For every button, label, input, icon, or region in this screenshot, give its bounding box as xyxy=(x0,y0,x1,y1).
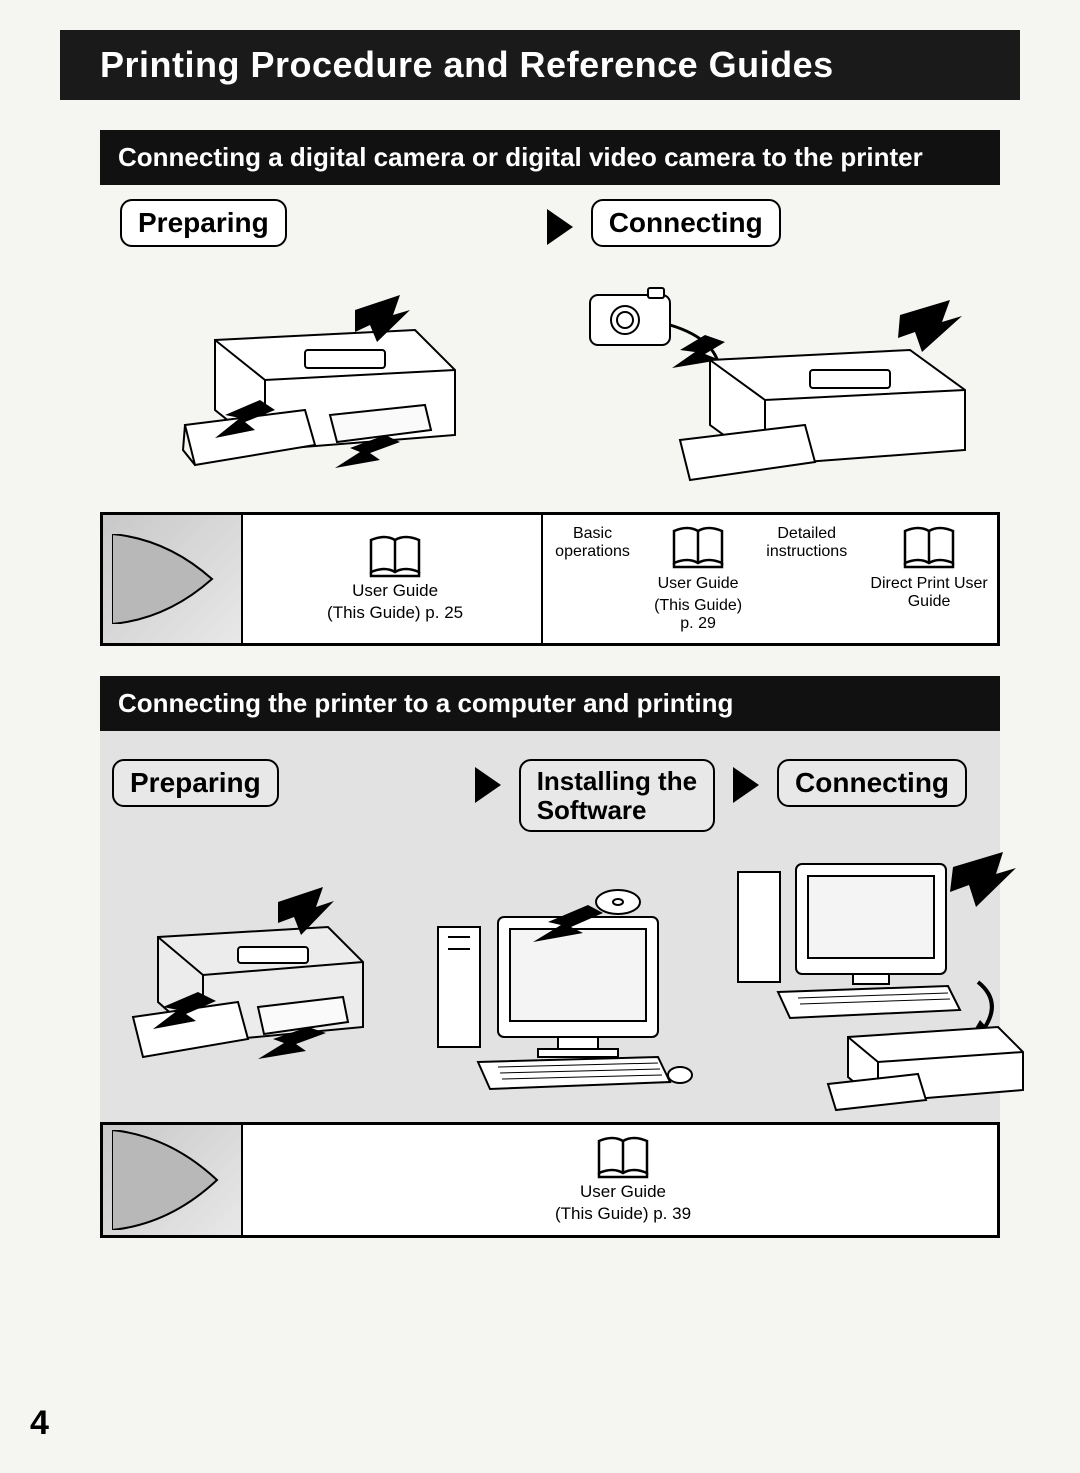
section1-steps-row: Preparing Connecting xyxy=(100,199,1000,247)
illus2-printer-prepare xyxy=(108,852,388,1112)
section1-header: Connecting a digital camera or digital v… xyxy=(100,130,1000,185)
guide-basic: Basic operations xyxy=(555,525,630,561)
step2-connecting-label: Connecting xyxy=(777,759,967,807)
section2-steps-row: Preparing Installing the Software Connec… xyxy=(100,745,1000,832)
swoosh-icon xyxy=(112,534,232,624)
installing-line2: Software xyxy=(537,796,697,825)
section2-header: Connecting the printer to a computer and… xyxy=(100,676,1000,731)
ref-cell-section2: User Guide (This Guide) p. 39 xyxy=(249,1125,997,1235)
swoosh-icon xyxy=(112,1130,232,1230)
ref1-line1: User Guide xyxy=(352,580,438,602)
arrow-icon xyxy=(547,209,573,245)
basic-ops-label: Basic operations xyxy=(555,525,630,561)
section-camera: Connecting a digital camera or digital v… xyxy=(100,130,1000,646)
book-icon xyxy=(367,534,423,580)
section2-illustrations xyxy=(100,852,1000,1112)
ref-guides-label-cell-2 xyxy=(103,1125,243,1235)
detailed-instr-label: Detailed instructions xyxy=(766,525,847,561)
guide-detail: Detailed instructions xyxy=(766,525,847,561)
main-title-text: Printing Procedure and Reference Guides xyxy=(100,44,834,85)
step2-installing-label: Installing the Software xyxy=(519,759,715,832)
ref-cell-preparing: User Guide (This Guide) p. 25 xyxy=(249,515,543,643)
step2-preparing-label: Preparing xyxy=(112,759,279,807)
section-computer: Connecting the printer to a computer and… xyxy=(100,676,1000,1238)
book-icon xyxy=(901,525,957,571)
page-number: 4 xyxy=(30,1404,49,1443)
illus-camera-connect xyxy=(560,267,1000,502)
installing-line1: Installing the xyxy=(537,767,697,796)
arrow-icon xyxy=(733,767,759,803)
ref4-line1: User Guide xyxy=(580,1181,666,1203)
section2-ref-row: User Guide (This Guide) p. 39 xyxy=(100,1122,1000,1238)
ref1-line2: (This Guide) p. 25 xyxy=(327,602,463,624)
ref-cell-connecting: Basic operations User Guide (This Guide)… xyxy=(549,515,997,643)
ref2-line1: User Guide xyxy=(658,575,739,593)
section1-illustrations xyxy=(100,267,1000,502)
ref3-line1: Direct Print User Guide xyxy=(867,575,991,611)
ref2-line2: (This Guide) p. 29 xyxy=(650,597,746,633)
step-preparing-label: Preparing xyxy=(120,199,287,247)
ref4-line2: (This Guide) p. 39 xyxy=(555,1203,691,1225)
illus-printer-prepare xyxy=(100,267,540,502)
illus2-install-software xyxy=(408,852,708,1112)
main-title-bar: Printing Procedure and Reference Guides xyxy=(60,30,1020,100)
book-icon xyxy=(670,525,726,571)
section1-ref-row: User Guide (This Guide) p. 25 Basic oper… xyxy=(100,512,1000,646)
book-icon xyxy=(595,1135,651,1181)
illus2-connect-computer xyxy=(728,852,1028,1112)
ref-guides-label-cell xyxy=(103,515,243,643)
step-connecting-label: Connecting xyxy=(591,199,781,247)
arrow-icon xyxy=(475,767,501,803)
